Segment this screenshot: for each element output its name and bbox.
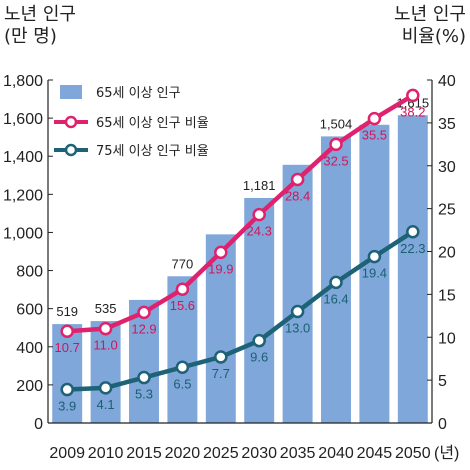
series-2-point <box>406 225 420 239</box>
series-1-value-label: 11.0 <box>93 338 117 353</box>
right-tick-label: 30 <box>438 159 456 176</box>
bar-2050 <box>397 115 428 423</box>
series-2-point <box>252 333 266 348</box>
series-2-value-label: 19.4 <box>362 266 387 281</box>
right-axis-title-line1: 노년 인구 <box>394 4 466 25</box>
series-line-2 <box>67 229 415 392</box>
bar-2009 <box>52 324 83 423</box>
left-tick-label: 1,600 <box>3 111 43 128</box>
legend-marker-1 <box>64 115 78 129</box>
bar-value-label: 535 <box>95 301 117 316</box>
x-tick-label: 2030 <box>241 445 277 462</box>
series-2-value-label: 7.7 <box>212 366 230 381</box>
legend-bar-label: 65세 이상 인구 <box>96 86 181 101</box>
bar-2020 <box>167 276 198 423</box>
series-2-point <box>175 360 190 375</box>
series-2-value-label: 5.3 <box>135 387 153 402</box>
series-2-value-label: 22.3 <box>400 241 425 256</box>
x-tick-label: 2020 <box>165 445 201 462</box>
x-tick-label: 2009 <box>49 445 85 462</box>
series-1-value-label: 28.4 <box>285 188 310 203</box>
series-2-point <box>367 249 382 264</box>
series-2-point <box>290 304 305 319</box>
series-1-point <box>214 245 228 260</box>
right-tick-label: 20 <box>438 245 456 262</box>
series-1-point <box>406 88 420 103</box>
series-2-value-label: 4.1 <box>97 397 115 412</box>
right-tick-label: 15 <box>438 287 456 304</box>
series-2-point <box>137 370 151 385</box>
series-2-point <box>60 382 74 397</box>
right-tick-label: 10 <box>438 330 456 347</box>
series-1-point <box>329 137 343 152</box>
left-axis-title-line2: (만 명) <box>4 26 57 47</box>
left-tick-label: 1,200 <box>3 187 43 204</box>
right-tick-label: 25 <box>438 202 456 219</box>
x-unit-label: (년) <box>434 444 459 462</box>
x-tick-label: 2050 <box>395 445 431 462</box>
series-2-value-label: 9.6 <box>250 350 268 365</box>
bar-2035 <box>282 164 313 423</box>
bar-value-label: 770 <box>172 256 194 271</box>
left-tick-label: 1,000 <box>3 225 43 242</box>
bar-2025 <box>205 234 236 423</box>
series-1-point <box>290 172 305 187</box>
series-1-point <box>98 321 113 336</box>
x-tick-label: 2015 <box>126 445 162 462</box>
left-axis-title-line1: 노년 인구 <box>4 4 76 25</box>
right-axis-title-line2: 비율(%) <box>401 26 466 47</box>
bar-value-label: 519 <box>56 304 78 319</box>
series-1-value-label: 32.5 <box>323 153 348 168</box>
left-tick-label: 600 <box>16 302 43 319</box>
series-2-point <box>329 275 343 290</box>
bar-2030 <box>244 197 275 423</box>
series-2-point <box>98 381 113 395</box>
left-tick-label: 0 <box>34 416 43 433</box>
bar-2015 <box>129 299 159 423</box>
legend-line-label-1: 65세 이상 인구 비율 <box>96 116 209 131</box>
right-tick-label: 35 <box>438 116 456 133</box>
x-tick-label: 2045 <box>357 445 393 462</box>
series-2-value-label: 6.5 <box>173 376 191 391</box>
series-1-value-label: 10.7 <box>55 340 80 355</box>
legend-line-label-2: 75세 이상 인구 비율 <box>96 144 209 159</box>
series-2-point <box>214 350 228 364</box>
series-2-value-label: 16.4 <box>323 291 348 306</box>
series-1-value-label: 15.6 <box>170 298 195 313</box>
series-1-point <box>252 207 266 222</box>
bar-2045 <box>359 124 390 424</box>
series-line-1 <box>67 93 414 334</box>
left-tick-label: 800 <box>16 264 43 281</box>
right-tick-label: 5 <box>438 373 447 390</box>
bar-value-label: 1,504 <box>320 116 353 131</box>
left-tick-label: 1,400 <box>3 149 43 166</box>
x-tick-label: 2025 <box>203 445 239 462</box>
left-tick-label: 1,800 <box>3 73 43 90</box>
series-1-point <box>60 324 74 338</box>
x-tick-label: 2040 <box>318 445 354 462</box>
left-axis-title: 노년 인구 (만 명) <box>4 4 76 48</box>
series-1-point <box>175 282 190 296</box>
series-1-value-label: 12.9 <box>131 321 156 336</box>
x-tick-label: 2010 <box>88 445 124 462</box>
series-1-value-label: 19.9 <box>208 261 233 276</box>
legend-bar-swatch <box>60 85 82 99</box>
series-2-value-label: 13.0 <box>285 321 310 336</box>
right-tick-label: 0 <box>438 416 447 433</box>
series-1-value-label: 35.5 <box>362 128 387 143</box>
series-1-value-label: 38.2 <box>400 104 425 119</box>
bar-value-label: 1,181 <box>243 178 276 193</box>
series-1-value-label: 24.3 <box>247 224 272 239</box>
right-tick-label: 40 <box>438 73 456 90</box>
right-axis-title: 노년 인구 비율(%) <box>394 4 466 48</box>
left-tick-label: 400 <box>16 340 43 357</box>
series-1-point <box>367 111 382 126</box>
left-tick-label: 200 <box>16 378 43 395</box>
series-1-point <box>137 305 151 320</box>
bar-2010 <box>90 321 121 423</box>
series-2-value-label: 3.9 <box>58 399 76 414</box>
legend-marker-2 <box>64 143 78 157</box>
x-tick-label: 2035 <box>280 445 316 462</box>
